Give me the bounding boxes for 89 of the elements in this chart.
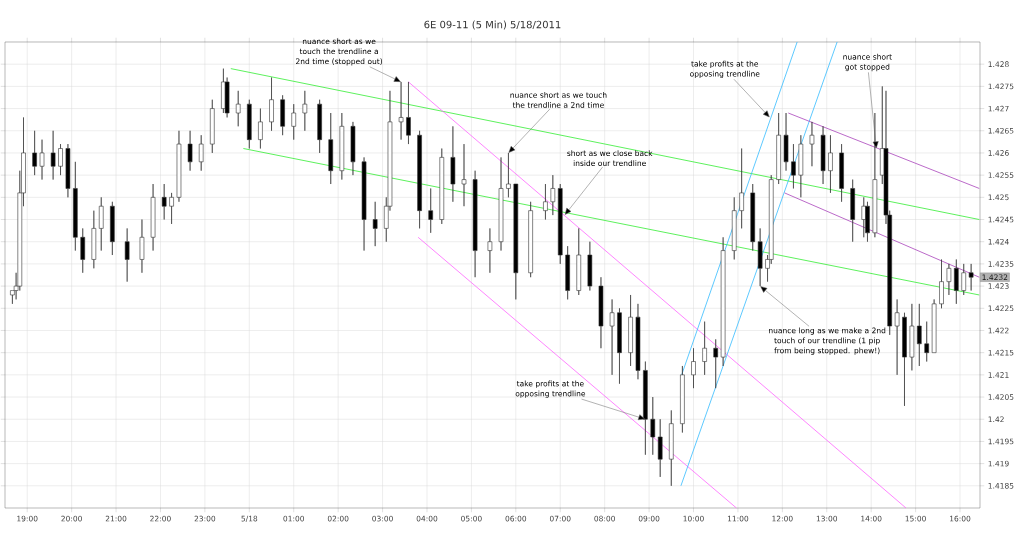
candlestick [902,312,907,407]
candlestick [472,170,478,278]
candlestick [169,192,174,225]
candlestick [417,130,422,229]
candlestick [65,143,71,198]
candlestick [635,303,641,380]
candlestick [291,103,297,140]
candlestick [91,210,97,269]
candlestick [587,241,593,291]
candlestick [487,228,493,274]
candlestick [861,197,867,238]
candlestick [32,130,37,176]
candlestick [161,183,167,220]
candlestick [498,157,504,251]
candlestick [954,259,959,305]
candlestick [450,126,456,203]
candlestick [50,130,56,180]
candlestick [317,99,322,154]
candlestick [150,183,156,251]
candlestick [461,143,467,207]
candlestick [657,418,663,478]
candlestick [406,81,411,145]
candlestick [280,94,285,136]
candlestick [820,126,826,185]
candlestick [598,276,604,349]
candlestick [209,99,215,154]
candlestick [543,183,548,220]
candlestick [361,157,367,251]
candlestick [731,197,737,260]
candlestick [339,112,345,180]
candlestick [258,108,263,149]
candlestick [909,303,915,371]
candlestick [668,410,674,487]
candlestick [58,143,63,176]
candlestick [247,99,252,149]
candlestick [513,183,519,300]
candlestick [691,347,696,389]
candlestick [617,307,622,385]
candlestick [398,81,404,140]
candlestick [124,228,130,282]
candlestick [565,245,570,300]
candlestick [828,134,833,194]
candlestick [428,188,433,234]
candlestick [187,130,193,171]
candlestick [783,112,789,171]
candlestick [713,339,719,389]
candlestick [328,112,334,185]
candlestick [791,143,796,189]
candlestick [506,152,511,198]
candlestick [946,263,952,296]
candlestick [576,228,582,296]
chart-title: 6E 09-11 (5 Min) 5/18/2011 [424,20,561,30]
candlestick [269,77,274,132]
candlestick [235,90,241,127]
candlestick [628,294,633,367]
candlestick [176,130,182,203]
candlestick [439,148,445,225]
candlestick [776,112,781,185]
candlestick [73,161,78,251]
candlestick [839,143,844,203]
candlestick [98,197,104,251]
candlestick [968,263,974,291]
candlestick [350,121,356,176]
candlestick [739,148,744,229]
candlestick [39,139,45,180]
candlestick [750,183,756,251]
candlestick [850,179,855,243]
candlestick [302,90,308,132]
candlestick [110,201,115,256]
candlestick [550,174,556,216]
candlestick [720,236,726,367]
candlestick [80,228,86,274]
candlestick [702,321,707,376]
candlestick [917,303,922,367]
candlestick [931,299,937,353]
candlestick [609,299,615,376]
candlestick [528,201,533,278]
candlestick [809,121,815,167]
candlestick [924,321,929,362]
candlestick [372,201,378,247]
candlestick [650,396,656,456]
candlestick [198,134,204,171]
candlestick [798,134,804,198]
candlestick [961,263,967,296]
candlestick [939,259,944,309]
candlestick [139,219,145,274]
candlestick [865,201,870,243]
candlestick [894,299,900,376]
candlestick [680,365,685,433]
